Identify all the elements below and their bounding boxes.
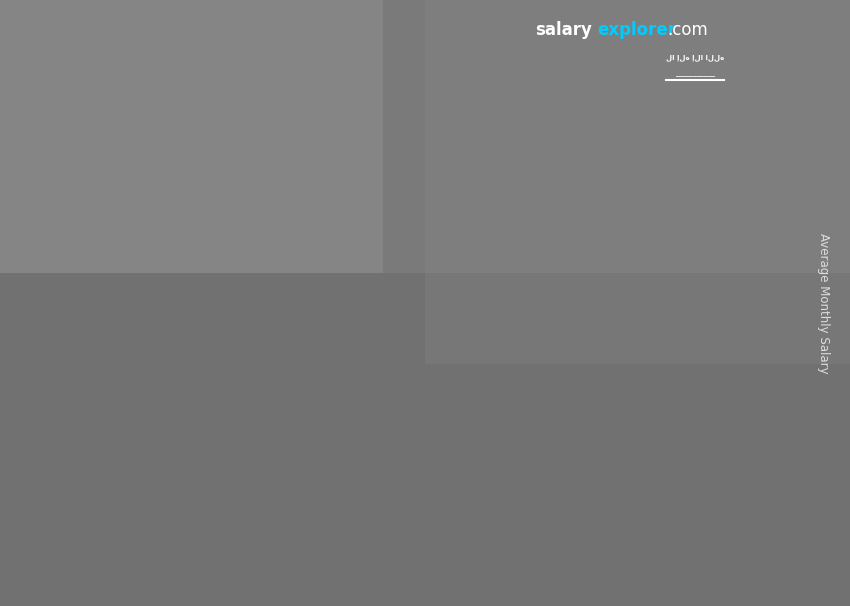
- Polygon shape: [236, 396, 262, 550]
- Polygon shape: [342, 327, 474, 550]
- Polygon shape: [342, 319, 500, 327]
- Text: 20,200 SAR: 20,200 SAR: [609, 202, 709, 217]
- Polygon shape: [711, 228, 738, 550]
- Text: 9,410 SAR: 9,410 SAR: [139, 370, 227, 385]
- Polygon shape: [580, 235, 596, 550]
- Polygon shape: [342, 327, 358, 550]
- Text: +42%: +42%: [504, 155, 576, 175]
- Text: Bachelor's
Degree: Bachelor's Degree: [364, 564, 452, 601]
- Polygon shape: [474, 319, 500, 550]
- Text: Certificate or
Diploma: Certificate or Diploma: [113, 564, 227, 601]
- Polygon shape: [105, 396, 262, 403]
- Text: Master's
Degree: Master's Degree: [609, 564, 683, 601]
- Text: ────────: ────────: [675, 72, 715, 80]
- Text: explorer: explorer: [598, 21, 677, 39]
- Text: Average Monthly Salary: Average Monthly Salary: [818, 233, 830, 373]
- Bar: [0, 0, 382, 273]
- Text: 14,300 SAR: 14,300 SAR: [372, 294, 470, 309]
- Polygon shape: [105, 403, 120, 550]
- Polygon shape: [580, 228, 738, 235]
- Bar: [0, 273, 850, 606]
- Bar: [425, 0, 850, 364]
- Polygon shape: [580, 235, 711, 550]
- Text: +52%: +52%: [266, 247, 338, 267]
- Text: Salary Comparison By Education: Salary Comparison By Education: [17, 12, 524, 40]
- Polygon shape: [105, 403, 236, 550]
- Text: salary: salary: [536, 21, 592, 39]
- Text: لا إله إلا الله: لا إله إلا الله: [666, 54, 724, 61]
- Text: Saudi Arabia: Saudi Arabia: [17, 118, 156, 137]
- Text: System Administrator: System Administrator: [17, 71, 212, 89]
- Text: .com: .com: [667, 21, 708, 39]
